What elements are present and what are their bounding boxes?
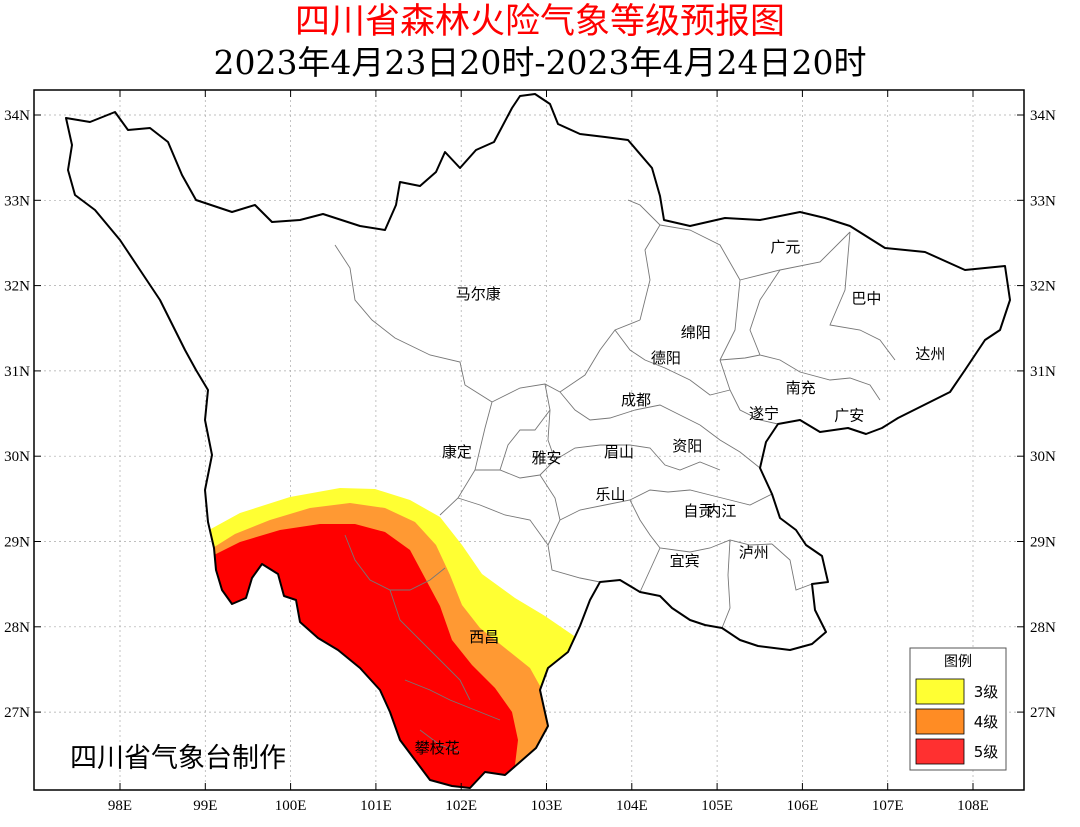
- city-label: 广安: [834, 406, 864, 424]
- lon-tick-label: 98E: [108, 798, 132, 814]
- legend-swatch-level3: [915, 678, 965, 705]
- city-label: 泸州: [739, 544, 769, 562]
- city-label: 广元: [770, 238, 800, 256]
- map-frame: [33, 89, 1025, 791]
- city-label: 乐山: [595, 486, 625, 504]
- legend-label-level3: 3级: [974, 683, 999, 701]
- city-label: 成都: [621, 391, 651, 409]
- city-label: 资阳: [672, 437, 702, 455]
- map-title: 四川省森林火险气象等级预报图: [294, 2, 785, 42]
- city-label: 雅安: [531, 449, 561, 467]
- lon-tick-label: 107E: [872, 798, 904, 814]
- legend-swatch-level4: [915, 708, 965, 735]
- city-label: 绵阳: [681, 324, 711, 342]
- lat-tick-label-right: 31N: [1030, 364, 1056, 380]
- city-label: 达州: [915, 345, 945, 363]
- lat-tick-label-left: 28N: [4, 620, 30, 636]
- lat-tick-label-right: 27N: [1030, 705, 1056, 721]
- city-label: 内江: [706, 502, 736, 520]
- lat-tick-label-right: 30N: [1030, 449, 1056, 465]
- legend: 图例 3级 4级 5级: [909, 647, 1007, 771]
- city-label: 西昌: [469, 628, 499, 646]
- city-label: 攀枝花: [415, 739, 460, 757]
- city-label: 自贡: [683, 502, 713, 520]
- lat-tick-label-left: 32N: [4, 279, 30, 295]
- lat-tick-label-left: 30N: [4, 449, 30, 465]
- city-label: 康定: [442, 443, 472, 461]
- lat-tick-label-right: 29N: [1030, 535, 1056, 551]
- legend-label-level4: 4级: [974, 713, 999, 731]
- city-label: 遂宁: [749, 405, 779, 423]
- legend-label-level5: 5级: [974, 743, 999, 761]
- city-label: 德阳: [651, 349, 681, 367]
- city-label: 宜宾: [670, 552, 700, 570]
- lat-tick-label-right: 28N: [1030, 620, 1056, 636]
- axis-tick-labels: 98E 99E 100E 101E 102E 103E 104E 105E 106E 107E 10…: [4, 108, 1056, 814]
- lon-tick-label: 105E: [701, 798, 733, 814]
- lon-tick-label: 100E: [275, 798, 307, 814]
- lon-tick-label: 103E: [531, 798, 563, 814]
- city-label: 巴中: [851, 289, 881, 307]
- lat-tick-label-right: 32N: [1030, 279, 1056, 295]
- graticule: [34, 90, 1024, 790]
- legend-title: 图例: [944, 654, 972, 670]
- city-boundaries: [334, 199, 896, 753]
- lat-tick-label-left: 27N: [4, 705, 30, 721]
- axis-ticks: [34, 90, 1024, 790]
- city-label: 南充: [786, 379, 816, 397]
- lat-tick-label-left: 34N: [4, 108, 30, 124]
- lat-tick-label-left: 33N: [4, 193, 30, 209]
- city-label: 马尔康: [456, 285, 501, 303]
- lat-tick-label-right: 33N: [1030, 193, 1056, 209]
- lat-tick-label-left: 29N: [4, 535, 30, 551]
- lat-tick-label-left: 31N: [4, 364, 30, 380]
- lon-tick-label: 102E: [445, 798, 477, 814]
- lon-tick-label: 104E: [616, 798, 648, 814]
- legend-swatch-level5: [915, 738, 965, 765]
- lon-tick-label: 108E: [957, 798, 989, 814]
- map-subtitle: 2023年4月23日20时-2023年4月24日20时: [213, 43, 867, 82]
- lon-tick-label: 99E: [193, 798, 217, 814]
- city-label: 眉山: [604, 443, 634, 461]
- agency-credit: 四川省气象台制作: [70, 743, 286, 774]
- sichuan-outline: [65, 93, 1011, 789]
- lat-tick-label-right: 34N: [1030, 108, 1056, 124]
- lon-tick-label: 106E: [787, 798, 819, 814]
- lon-tick-label: 101E: [360, 798, 392, 814]
